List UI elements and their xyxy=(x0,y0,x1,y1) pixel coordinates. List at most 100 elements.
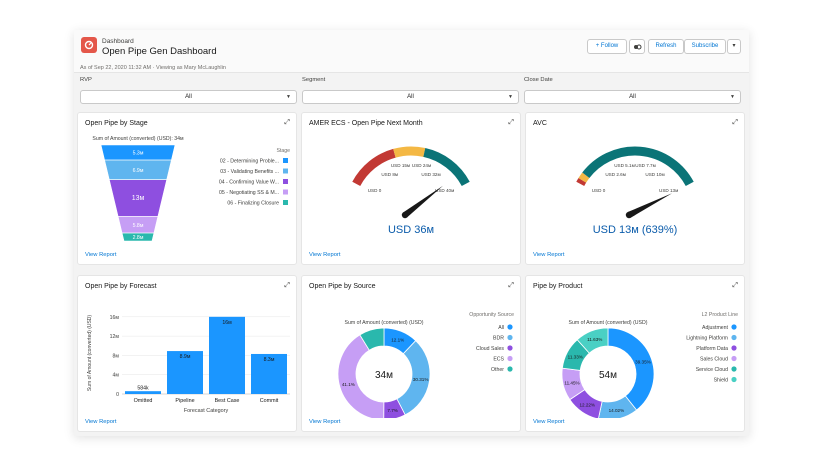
gauge-band xyxy=(578,172,590,183)
legend-item: Shield xyxy=(714,378,729,384)
card-title: Pipe by Product xyxy=(533,283,583,290)
view-report-link[interactable]: View Report xyxy=(533,419,565,425)
donut-slice-label: 12.22% xyxy=(579,402,595,407)
y-axis-title: Sum of Amount (converted) (USD) xyxy=(87,315,93,391)
legend-swatch xyxy=(283,168,288,174)
legend-swatch xyxy=(731,376,737,383)
legend-swatch xyxy=(507,345,513,351)
donut-slice-label: 7.7% xyxy=(387,408,397,413)
donut-slice xyxy=(359,327,385,351)
as-of-text: As of Sep 22, 2020 11:32 AM · Viewing as… xyxy=(80,65,226,71)
filter-value-close-date: All xyxy=(629,94,636,100)
gauge-tick-label: USD 13м xyxy=(659,188,678,193)
bar xyxy=(209,316,245,394)
card-open-pipe-by-stage: Open Pipe by Stage ⤢ Sum of Amount (conv… xyxy=(77,112,297,265)
gauge-tick-label: USD 24м xyxy=(412,163,431,168)
filter-select-close-date[interactable]: All ▼ xyxy=(524,90,741,104)
card-open-pipe-by-source: Open Pipe by Source ⤢ Sum of Amount (con… xyxy=(301,275,521,432)
filter-label-segment: Segment xyxy=(302,77,326,83)
legend-item: 02 - Determining Proble... xyxy=(220,159,279,165)
bar-value-label: 16м xyxy=(222,320,232,326)
expand-icon[interactable]: ⤢ xyxy=(732,282,738,289)
x-tick-label: Pipeline xyxy=(175,398,194,404)
expand-icon[interactable]: ⤢ xyxy=(284,119,290,126)
legend-item: Cloud Sales xyxy=(476,346,504,352)
funnel-legend-title: Stage xyxy=(276,148,290,154)
card-title: AMER ECS - Open Pipe Next Month xyxy=(309,120,423,127)
y-tick-label: 16м xyxy=(110,315,120,321)
x-tick-label: Best Case xyxy=(215,398,240,404)
y-tick-label: 0 xyxy=(116,392,119,398)
donut-legend-title: Opportunity Source xyxy=(469,312,514,318)
y-tick-label: 8м xyxy=(113,353,120,359)
expand-icon[interactable]: ⤢ xyxy=(508,119,514,126)
view-report-link[interactable]: View Report xyxy=(309,419,341,425)
funnel-segment-label: 6.9м xyxy=(133,168,144,174)
dashboard-frame: Dashboard Open Pipe Gen Dashboard As of … xyxy=(74,30,749,436)
legend-swatch xyxy=(731,345,737,351)
filter-label-rvp: RVP xyxy=(80,77,92,83)
donut-chart: Sum of Amount (converted) (USD) Opportuni… xyxy=(337,312,514,418)
more-actions-button[interactable]: ▾ xyxy=(727,39,741,54)
legend-swatch xyxy=(283,158,288,163)
gauge-band xyxy=(576,177,587,187)
y-tick-label: 4м xyxy=(113,373,120,379)
legend-swatch xyxy=(507,334,513,341)
gauge-tick-label: USD 32м xyxy=(421,172,440,177)
donut-slice-label: 14.02% xyxy=(609,408,625,413)
gauge-tick-label: USD 2.6м xyxy=(605,172,626,177)
donut-slice-label: 12.1% xyxy=(391,337,404,342)
bar-value-label: 8.3м xyxy=(264,357,275,363)
expand-icon[interactable]: ⤢ xyxy=(508,282,514,289)
view-report-link[interactable]: View Report xyxy=(85,419,117,425)
legend-item: 04 - Confirming Value W... xyxy=(219,180,279,186)
expand-icon[interactable]: ⤢ xyxy=(284,282,290,289)
subscribe-button[interactable]: Subscribe xyxy=(684,39,726,54)
card-title: Open Pipe by Forecast xyxy=(85,283,157,290)
filter-select-segment[interactable]: All ▼ xyxy=(302,90,519,104)
donut-slice-label: 41.1% xyxy=(342,382,355,387)
x-tick-label: Omitted xyxy=(134,398,153,404)
gauge-needle-hub xyxy=(625,211,633,219)
legend-item: 05 - Negotiating SS & M... xyxy=(219,190,279,196)
refresh-button[interactable]: Refresh xyxy=(648,39,684,54)
gauge-needle xyxy=(402,185,443,218)
legend-swatch xyxy=(283,200,288,205)
view-report-link[interactable]: View Report xyxy=(533,252,565,258)
view-report-link[interactable]: View Report xyxy=(85,252,117,258)
dashboard-header: Dashboard Open Pipe Gen Dashboard As of … xyxy=(74,30,749,73)
gauge-needle-hub xyxy=(401,211,409,219)
x-axis-title: Forecast Category xyxy=(184,408,229,414)
legend-item: BDR xyxy=(493,336,504,342)
bar xyxy=(167,351,203,394)
donut-slice-label: 11.63% xyxy=(587,337,602,342)
legend-item: Service Cloud xyxy=(696,367,728,373)
view-report-link[interactable]: View Report xyxy=(309,252,341,258)
filter-select-rvp[interactable]: All ▼ xyxy=(80,90,297,104)
filter-bar: RVP All ▼ Segment All ▼ Close Date All ▼ xyxy=(74,74,749,110)
funnel-chart: Sum of Amount (converted) (USD): 34м Stag… xyxy=(92,136,290,242)
follow-button[interactable]: + Follow xyxy=(587,39,627,54)
legend-item: Platform Data xyxy=(696,346,728,352)
legend-item: ECS xyxy=(493,357,504,363)
expand-icon[interactable]: ⤢ xyxy=(732,119,738,126)
share-button[interactable] xyxy=(629,39,645,54)
gauge-band xyxy=(352,148,396,187)
gauge-band xyxy=(423,148,470,187)
card-title: AVC xyxy=(533,120,547,127)
filter-value-rvp: All xyxy=(185,94,192,100)
funnel-subtitle: Sum of Amount (converted) (USD): 34м xyxy=(92,136,184,142)
gauge-tick-label: USD 5.1м xyxy=(614,163,635,168)
donut-slice-label: 11.45% xyxy=(564,380,579,385)
legend-swatch xyxy=(507,366,513,372)
donut-slice xyxy=(598,395,638,418)
gauge-tick-label: USD 15м xyxy=(391,163,410,168)
legend-swatch xyxy=(283,179,288,184)
gauge-tick-label: USD 0 xyxy=(368,188,382,193)
gauge-tick-label: USD 10м xyxy=(645,172,664,177)
chevron-down-icon: ▼ xyxy=(286,94,291,100)
share-icon xyxy=(633,44,641,50)
legend-item: Sales Cloud xyxy=(700,357,728,363)
gauge-chart: USD 0 USD 2.6м USD 5.1м USD 7.7м USD 10м USD … xyxy=(576,146,694,236)
legend-item: Lightning Platform xyxy=(686,336,728,342)
